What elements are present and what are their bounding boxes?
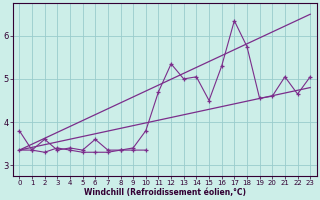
X-axis label: Windchill (Refroidissement éolien,°C): Windchill (Refroidissement éolien,°C) xyxy=(84,188,246,197)
